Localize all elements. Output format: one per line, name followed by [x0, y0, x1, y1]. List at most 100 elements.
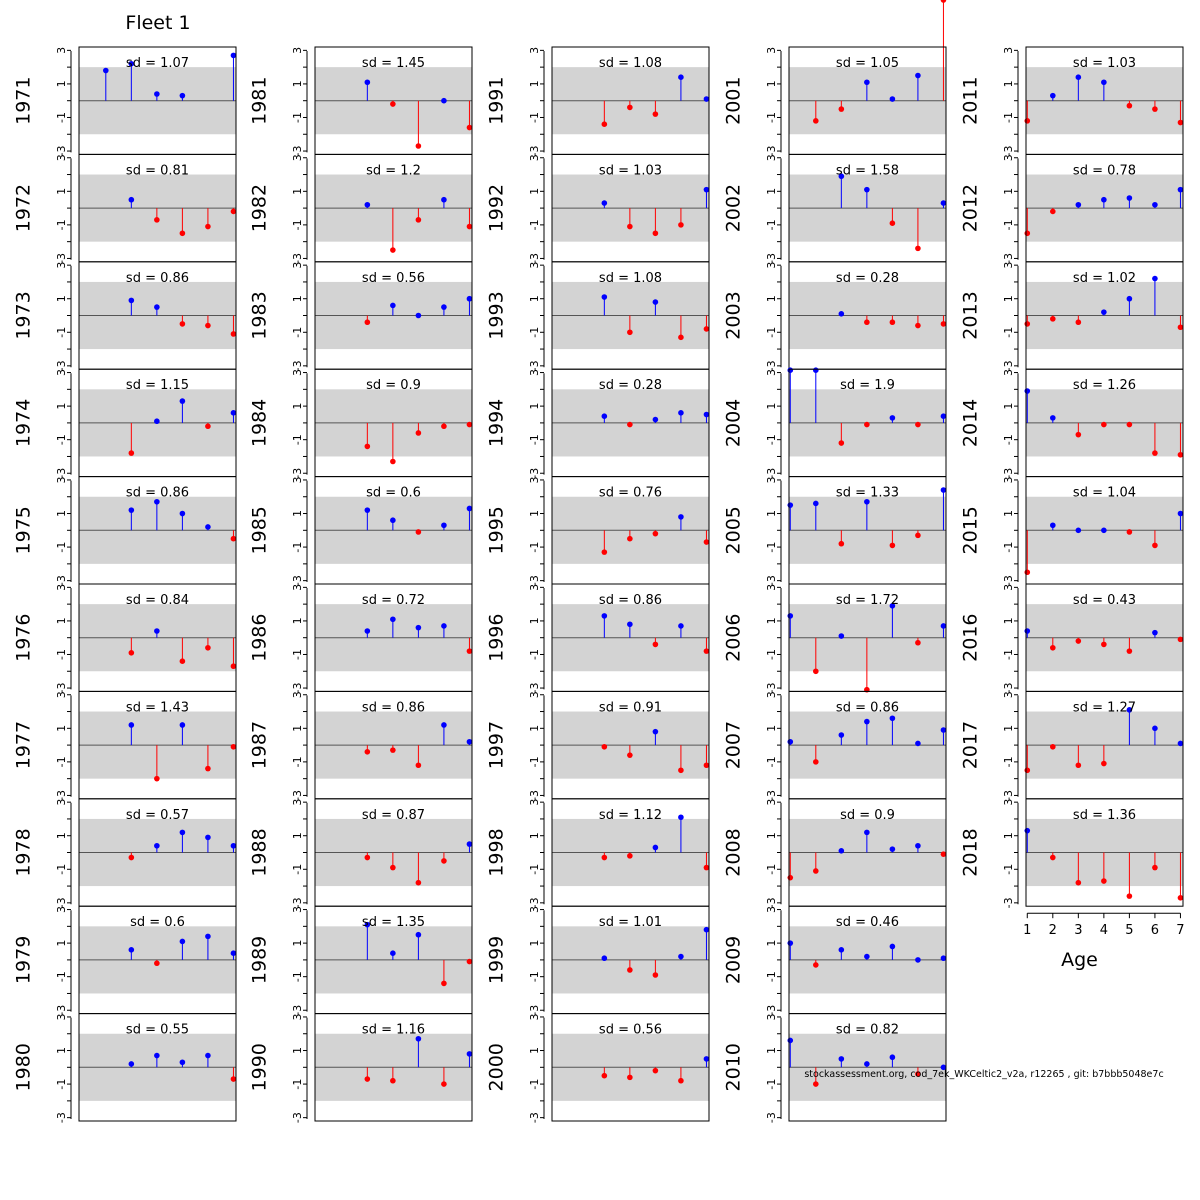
residual-point: [390, 616, 396, 623]
residual-point: [154, 217, 160, 223]
y-tick-label: -1: [1002, 219, 1015, 230]
residual-point: [415, 762, 422, 769]
residual-point: [889, 603, 896, 609]
residual-point: [864, 953, 870, 960]
residual-point: [441, 304, 447, 310]
y-tick-label: 1: [55, 80, 68, 87]
residual-point: [230, 663, 237, 670]
y-tick-label: 1: [291, 295, 304, 302]
residual-point: [230, 331, 237, 337]
y-tick-label: 1: [765, 725, 778, 732]
residual-point: [915, 842, 921, 849]
year-label: 1983: [249, 291, 271, 339]
y-tick-label: 1: [291, 188, 304, 195]
sd-label: sd = 0.86: [599, 593, 662, 608]
residual-point: [889, 542, 896, 549]
residual-point: [1177, 324, 1184, 331]
y-tick-label: -3: [528, 1005, 541, 1016]
residual-point: [230, 410, 237, 416]
residual-point: [940, 623, 947, 629]
residual-point: [205, 1052, 211, 1059]
sd-label: sd = 0.55: [126, 1023, 189, 1038]
residual-point: [889, 415, 896, 421]
residual-point: [652, 530, 659, 537]
panel-1979: sd = 0.6 3 1 -1 -3 1979: [13, 905, 237, 1016]
residual-point: [179, 938, 186, 945]
residual-point: [787, 1037, 794, 1044]
residual-point: [466, 223, 473, 230]
residual-point: [1075, 431, 1082, 438]
panel-1972: sd = 0.81 3 1 -1 -3 1972: [13, 153, 237, 264]
sd-label: sd = 1.43: [126, 700, 189, 715]
residual-point: [466, 1051, 473, 1057]
panel-2017: sd = 1.27 3 1 -1 -3 2017: [960, 690, 1184, 801]
residual-point: [364, 921, 371, 928]
panel-1971: sd = 1.07 3 1 -1 -3 1971: [13, 46, 237, 157]
y-tick-label: -3: [1002, 897, 1015, 908]
sd-label: sd = 0.6: [130, 915, 185, 930]
y-tick-label: -1: [765, 219, 778, 230]
residual-point: [1152, 201, 1158, 208]
residual-point: [813, 759, 819, 765]
year-label: 2000: [486, 1043, 508, 1091]
residual-point: [441, 980, 447, 987]
panel-2008: sd = 0.9 3 1 -1 -3 2008: [723, 798, 947, 908]
y-tick-label: -3: [765, 360, 778, 371]
y-tick-label: -1: [1002, 756, 1015, 767]
y-tick-label: 3: [55, 906, 68, 913]
residual-point: [230, 950, 237, 956]
residual-point: [678, 767, 684, 774]
residual-point: [1126, 195, 1133, 201]
y-tick-label: 1: [765, 295, 778, 302]
y-tick-label: -1: [1002, 112, 1015, 123]
panel-1981: sd = 1.45 3 1 -1 -3 1981: [249, 46, 473, 157]
residual-point: [627, 853, 633, 859]
panel-1995: sd = 0.76 3 1 -1 -3 1995: [486, 476, 710, 586]
residual-point: [678, 514, 684, 520]
y-tick-label: -3: [55, 360, 68, 371]
panel-2006: sd = 1.72 3 1 -1 -3 2006: [723, 583, 947, 694]
sd-label: sd = 0.86: [126, 486, 189, 501]
panel-frame: [314, 1013, 473, 1122]
year-label: 2017: [960, 721, 982, 769]
y-tick-label: -3: [55, 575, 68, 586]
y-tick-label: -1: [765, 1079, 778, 1090]
residual-point: [1075, 879, 1082, 886]
sd-label: sd = 0.81: [126, 163, 189, 178]
residual-point: [1050, 854, 1056, 861]
y-tick-label: -1: [55, 756, 68, 767]
y-tick-label: -3: [55, 1005, 68, 1016]
residual-point: [601, 413, 608, 419]
residual-point: [441, 97, 447, 104]
residual-point: [415, 1035, 422, 1042]
sd-label: sd = 1.36: [1073, 808, 1136, 823]
year-label: 1988: [249, 828, 271, 876]
year-label: 1978: [13, 828, 35, 876]
y-tick-label: -1: [55, 864, 68, 875]
residual-point: [703, 186, 710, 193]
residual-point: [1075, 762, 1082, 769]
year-label: 2011: [960, 77, 982, 125]
residual-point: [1024, 118, 1031, 124]
residual-point: [813, 500, 819, 507]
panel-1980: sd = 0.55 3 1 -1 -3 1980: [13, 1013, 237, 1123]
y-tick-label: 1: [1002, 188, 1015, 195]
residual-point: [205, 223, 211, 230]
residual-point: [441, 1081, 447, 1087]
year-label: 1993: [486, 291, 508, 339]
y-tick-label: -1: [528, 542, 541, 553]
panel-1988: sd = 0.87 3 1 -1 -3 1988: [249, 798, 473, 908]
y-tick-label: 3: [291, 369, 304, 376]
residual-point: [915, 322, 921, 329]
y-tick-label: 3: [528, 369, 541, 376]
y-tick-label: 3: [528, 47, 541, 54]
y-tick-label: 3: [765, 584, 778, 591]
residual-point: [415, 624, 422, 631]
y-tick-label: 1: [1002, 510, 1015, 517]
y-tick-label: -1: [291, 971, 304, 982]
residual-point: [466, 958, 473, 965]
residual-point: [864, 319, 870, 326]
year-label: 2006: [723, 614, 745, 662]
residual-point: [1050, 316, 1056, 322]
